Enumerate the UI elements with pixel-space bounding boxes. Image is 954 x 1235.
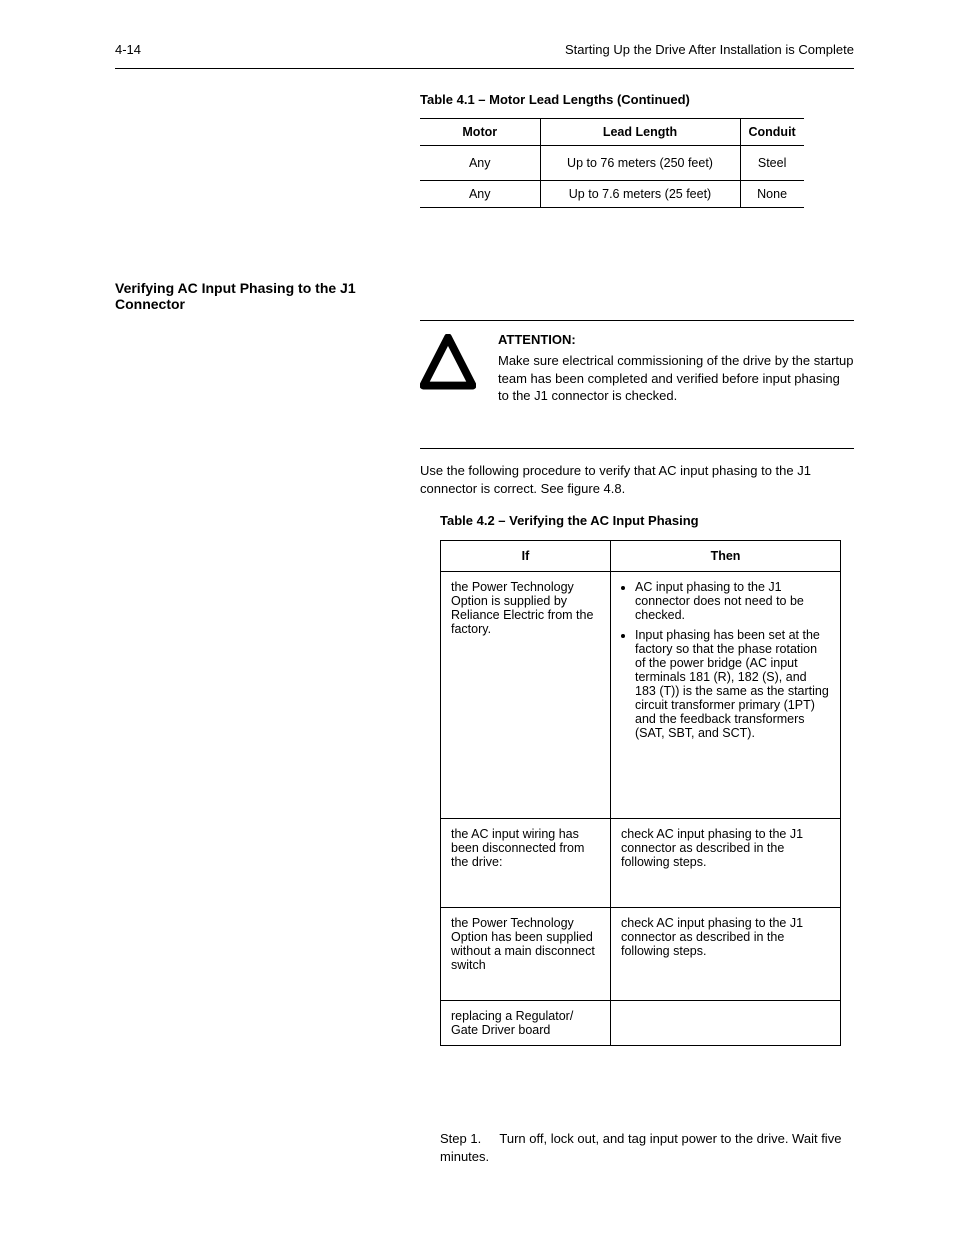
step-text: Turn off, lock out, and tag input power … [440, 1131, 841, 1164]
table-a: Motor Lead Length Conduit Any Up to 76 m… [420, 118, 804, 208]
table-a-cell: Any [420, 181, 540, 208]
table-b-cell-item: AC input phasing to the J1 connector doe… [635, 580, 830, 622]
table-b: If Then the Power Technology Option is s… [440, 540, 841, 1046]
attention-text: Make sure electrical commissioning of th… [498, 352, 854, 405]
table-b-header: Then [611, 541, 841, 572]
body-paragraph: Use the following procedure to verify th… [420, 462, 854, 497]
table-a-cell: None [740, 181, 804, 208]
step-label: Step 1. [440, 1130, 496, 1148]
table-b-header: If [441, 541, 611, 572]
header-rule [115, 68, 854, 69]
table-a-header: Conduit [740, 119, 804, 146]
table-a-cell: Steel [740, 146, 804, 181]
table-a-cell: Up to 76 meters (250 feet) [540, 146, 740, 181]
running-title: Starting Up the Drive After Installation… [565, 42, 854, 57]
table-b-cell: the Power Technology Option is supplied … [441, 572, 611, 819]
table-b-cell: replacing a Regulator/ Gate Driver board [441, 1001, 611, 1046]
footer-step: Step 1. Turn off, lock out, and tag inpu… [440, 1130, 854, 1165]
page-number: 4-14 [115, 42, 141, 57]
table-b-caption: Table 4.2 – Verifying the AC Input Phasi… [440, 513, 699, 528]
table-b-cell [611, 1001, 841, 1046]
attention-bottom-rule [420, 448, 854, 449]
table-b-cell-item: Input phasing has been set at the factor… [635, 628, 830, 740]
table-b-cell: AC input phasing to the J1 connector doe… [611, 572, 841, 819]
section-heading: Verifying AC Input Phasing to the J1 Con… [115, 280, 375, 312]
page: 4-14 Starting Up the Drive After Install… [0, 0, 954, 1235]
table-b-cell: the Power Technology Option has been sup… [441, 908, 611, 1001]
table-a-cell: Any [420, 146, 540, 181]
table-a-cell: Up to 7.6 meters (25 feet) [540, 181, 740, 208]
warning-triangle-icon [420, 334, 476, 390]
attention-top-rule [420, 320, 854, 321]
table-b-cell: check AC input phasing to the J1 connect… [611, 908, 841, 1001]
table-b-cell: check AC input phasing to the J1 connect… [611, 819, 841, 908]
table-b-cell: the AC input wiring has been disconnecte… [441, 819, 611, 908]
attention-block: ATTENTION: Make sure electrical commissi… [420, 330, 854, 440]
table-a-header: Lead Length [540, 119, 740, 146]
table-a-caption: Table 4.1 – Motor Lead Lengths (Continue… [420, 92, 690, 107]
table-a-header: Motor [420, 119, 540, 146]
attention-label: ATTENTION: [498, 332, 576, 347]
